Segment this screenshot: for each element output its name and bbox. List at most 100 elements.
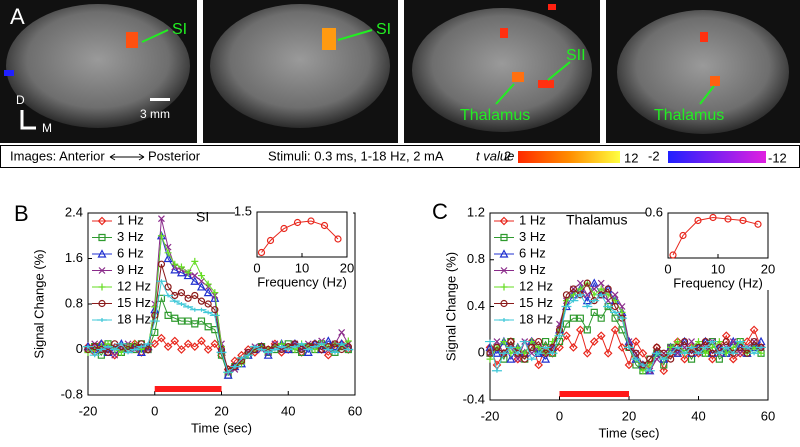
- marker: [646, 355, 654, 363]
- activation: [500, 28, 508, 38]
- marker: [144, 345, 152, 354]
- region-label: Thalamus: [460, 107, 530, 124]
- marker: [507, 337, 515, 346]
- marker: [540, 345, 551, 350]
- marker: [197, 336, 206, 346]
- marker: [163, 342, 173, 352]
- marker: [96, 347, 107, 352]
- marker: [197, 297, 206, 305]
- marker: [293, 218, 302, 227]
- marker: [203, 345, 213, 354]
- marker: [184, 269, 192, 277]
- marker: [110, 350, 120, 360]
- marker: [721, 345, 732, 350]
- marker: [190, 276, 200, 285]
- legend-marker: [97, 216, 107, 226]
- marker: [750, 337, 758, 346]
- marker: [611, 314, 619, 322]
- legend-label: 12 Hz: [117, 278, 151, 293]
- marker: [493, 338, 501, 345]
- marker: [582, 304, 593, 309]
- marker: [708, 354, 717, 364]
- marker: [177, 317, 186, 325]
- marker: [209, 313, 220, 318]
- marker: [150, 339, 160, 349]
- data-line: [489, 294, 762, 373]
- marker: [334, 235, 342, 243]
- y-axis-label: Signal Change (%): [443, 252, 458, 361]
- chart-annotation: SI: [196, 209, 209, 225]
- marker: [735, 348, 745, 358]
- arrows: [141, 29, 715, 105]
- marker: [83, 344, 93, 349]
- x-tick-label: 60: [348, 403, 362, 418]
- marker: [257, 248, 266, 257]
- marker: [686, 345, 697, 350]
- marker: [177, 345, 186, 354]
- orientation-label: D: [16, 93, 25, 107]
- marker: [184, 317, 192, 325]
- marker: [129, 347, 140, 352]
- marker: [191, 257, 199, 265]
- y-tick-label: 0.8: [65, 295, 83, 310]
- x-tick-label: 40: [281, 403, 295, 418]
- scale-label: 3 mm: [140, 107, 170, 121]
- marker: [303, 347, 313, 356]
- marker: [589, 278, 599, 287]
- legend-marker: [98, 299, 106, 308]
- marker: [156, 279, 167, 284]
- marker: [514, 355, 522, 363]
- marker: [111, 351, 119, 359]
- direction-arrow: [109, 153, 145, 161]
- marker: [263, 350, 274, 355]
- legend-label: 18 Hz: [519, 311, 553, 326]
- marker: [177, 289, 186, 297]
- marker: [749, 351, 760, 356]
- marker: [590, 308, 598, 316]
- marker: [631, 337, 641, 346]
- marker: [164, 311, 172, 319]
- legend-label: 1 Hz: [117, 212, 144, 227]
- marker: [104, 348, 112, 356]
- marker: [149, 319, 160, 324]
- marker: [157, 232, 165, 240]
- marker: [485, 339, 495, 344]
- marker: [535, 337, 543, 346]
- marker: [554, 333, 565, 338]
- marker: [280, 224, 288, 233]
- marker: [256, 347, 267, 352]
- marker: [164, 243, 172, 251]
- x-tick-label: 20: [622, 408, 636, 423]
- marker: [728, 354, 738, 364]
- marker: [673, 348, 683, 357]
- marker: [583, 279, 591, 287]
- x-tick-label: 20: [761, 261, 775, 276]
- marker: [729, 338, 737, 345]
- marker: [630, 357, 641, 362]
- marker: [680, 354, 689, 364]
- marker: [223, 370, 234, 375]
- caption-text: Stimuli: 0.3 ms, 1-18 Hz, 2 mA: [268, 148, 444, 163]
- marker: [203, 287, 213, 297]
- marker: [198, 277, 205, 285]
- marker: [569, 314, 577, 322]
- marker: [103, 344, 114, 349]
- marker: [582, 348, 592, 358]
- marker: [583, 291, 591, 299]
- inset-background: [646, 211, 774, 290]
- marker: [123, 350, 134, 355]
- marker: [163, 293, 174, 298]
- region-label: SII: [566, 47, 586, 64]
- x-axis-label: Frequency (Hz): [257, 274, 347, 289]
- marker: [575, 292, 586, 297]
- panel-label: C: [432, 199, 448, 224]
- legend-marker: [98, 267, 106, 274]
- marker: [568, 298, 579, 303]
- marker: [243, 353, 254, 358]
- x-tick-label: 0: [556, 408, 563, 423]
- y-tick-label: 0: [478, 345, 485, 360]
- stimulus-bar: [154, 386, 222, 392]
- marker: [610, 325, 620, 335]
- marker: [519, 339, 530, 344]
